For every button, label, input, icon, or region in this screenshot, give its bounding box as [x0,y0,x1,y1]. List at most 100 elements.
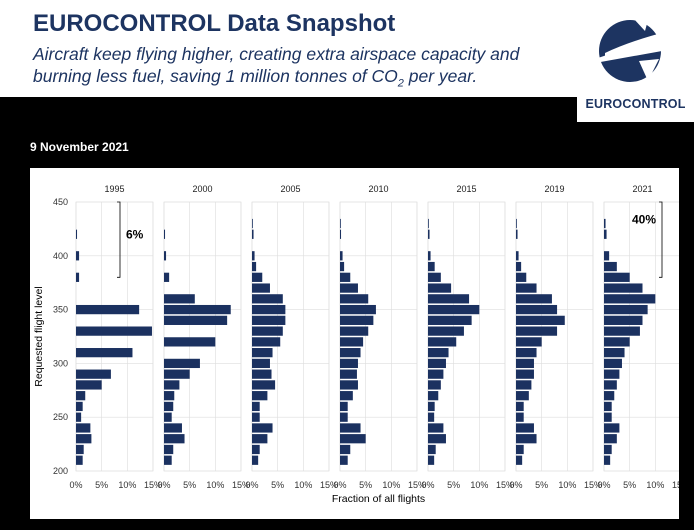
bar-2000-fl230 [164,434,185,444]
annotation-bracket [659,201,663,278]
bar-2021-fl390 [604,261,617,272]
bar-2019-fl220 [516,444,524,455]
panel-year-label: 2005 [280,184,300,194]
subtitle-end: per year. [403,66,478,86]
bar-1995-fl250 [76,412,82,422]
y-axis-label: Requested flight level [33,286,45,386]
bar-2005-fl290 [252,369,272,379]
bar-2021-fl230 [604,434,617,444]
bar-2000-fl320 [164,337,216,347]
bar-1995-fl330 [76,326,152,336]
bar-1995-fl380 [76,272,80,282]
x-tick-label: 0% [157,480,170,490]
bar-2010-fl360 [340,294,369,304]
bar-2021-fl370 [604,283,643,293]
bar-2000-fl300 [164,358,200,369]
flight-level-histogram: 200 250 300 350 400 450 Requested flight level… [33,184,679,505]
bar-2005-fl380 [252,272,263,282]
panel-year-label: 1995 [104,184,124,194]
bar-2019-fl350 [516,304,558,315]
x-tick-label: 5% [183,480,196,490]
panel-year-label: 2015 [456,184,476,194]
bar-2019-fl310 [516,348,537,358]
bar-1995-fl220 [76,444,84,455]
bar-2021-fl300 [604,358,622,369]
bar-2005-fl240 [252,423,273,433]
bar-2021-fl290 [604,369,620,379]
subtitle-subscript: 2 [397,77,404,90]
bar-2015-fl390 [428,261,435,272]
bar-2015-fl230 [428,434,446,444]
bar-2005-fl420 [252,229,254,239]
bar-2019-fl240 [516,423,534,433]
bar-2015-fl250 [428,412,435,422]
bar-1995-fl280 [76,380,102,390]
y-tick-label: 300 [53,358,68,368]
bar-2021-fl280 [604,380,617,390]
x-tick-label: 0% [333,480,346,490]
bar-2021-fl360 [604,294,656,304]
bar-2005-fl310 [252,348,273,358]
bar-2019-fl210 [516,455,523,465]
bar-2010-fl270 [340,391,353,401]
x-tick-label: 10% [646,480,664,490]
panel-year-label: 2000 [192,184,212,194]
bar-2015-fl360 [428,294,470,304]
x-tick-label: 5% [447,480,460,490]
bar-2021-fl320 [604,337,630,347]
bar-2010-fl240 [340,423,361,433]
bar-1995-fl260 [76,401,83,412]
y-tick-label: 400 [53,251,68,261]
bar-2019-fl230 [516,434,537,444]
bar-2010-fl290 [340,369,357,379]
x-tick-label: 5% [623,480,636,490]
x-tick-label: 0% [509,480,522,490]
x-tick-label: 15% [584,480,602,490]
bar-2015-fl320 [428,337,457,347]
bar-1995-fl400 [76,251,80,261]
bar-2005-fl330 [252,326,283,336]
bar-2000-fl250 [164,412,172,422]
copyright-text: © EUROCONTROL 2021 www.eurocontrol.int/f… [509,520,688,527]
bar-2005-fl300 [252,358,270,369]
bar-2005-fl400 [252,251,255,261]
bar-2000-fl350 [164,304,231,315]
bar-2019-fl330 [516,326,558,336]
x-tick-label: 5% [535,480,548,490]
bar-2000-fl380 [164,272,170,282]
bar-2021-fl260 [604,401,612,412]
bar-2010-fl390 [340,261,345,272]
bar-2019-fl300 [516,358,534,369]
bar-2005-fl220 [252,444,260,455]
bar-2010-fl300 [340,358,358,369]
bar-1995-fl240 [76,423,91,433]
bar-2021-fl270 [604,391,615,401]
bar-2005-fl430 [252,218,253,229]
eurocontrol-logo: EUROCONTROL [577,0,694,122]
bar-2005-fl280 [252,380,276,390]
bar-2021-fl310 [604,348,625,358]
bar-2015-fl430 [428,218,429,229]
bar-2015-fl260 [428,401,435,412]
bar-2019-fl290 [516,369,534,379]
bar-2019-fl420 [516,229,518,239]
bar-2000-fl210 [164,455,172,465]
y-tick-label: 200 [53,466,68,476]
bar-1995-fl230 [76,434,92,444]
panel-year-label: 2019 [544,184,564,194]
logo-text: EUROCONTROL [585,97,686,111]
bar-1995-fl210 [76,455,83,465]
x-tick-label: 10% [294,480,312,490]
bar-2000-fl340 [164,315,228,325]
bar-2019-fl380 [516,272,527,282]
bar-2000-fl400 [164,251,167,261]
bar-2021-fl380 [604,272,630,282]
bar-2010-fl260 [340,401,348,412]
bar-2021-fl250 [604,412,612,422]
bar-2000-fl290 [164,369,190,379]
bar-2019-fl430 [516,218,517,229]
x-tick-label: 0% [245,480,258,490]
bar-2021-fl340 [604,315,643,325]
bar-2005-fl360 [252,294,283,304]
bar-2015-fl350 [428,304,480,315]
